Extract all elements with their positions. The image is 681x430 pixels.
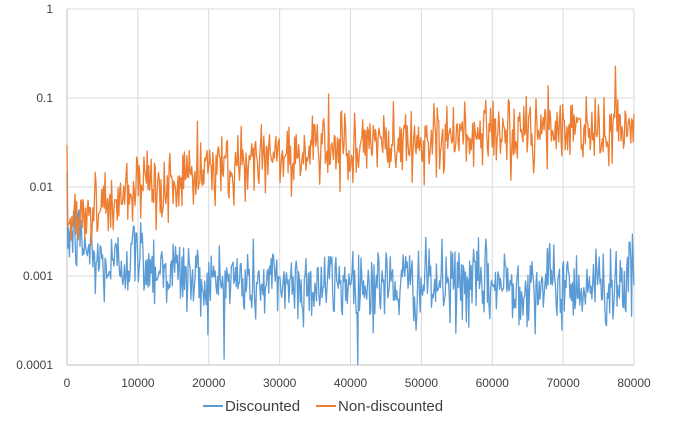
x-tick-label: 70000 [546, 376, 580, 390]
x-tick-label: 50000 [405, 376, 439, 390]
y-tick-label: 0.001 [23, 269, 53, 283]
legend: Discounted Non-discounted [203, 398, 443, 415]
x-tick-label: 10000 [121, 376, 155, 390]
y-tick-label: 0.0001 [16, 358, 53, 372]
tick-labels: 0 10000 20000 30000 40000 50000 60000 70000 8000… [16, 2, 651, 390]
y-tick-label: 0.01 [30, 180, 54, 194]
series-line-non-discounted [66, 65, 635, 246]
x-tick-label: 40000 [334, 376, 368, 390]
legend-label-non-discounted: Non-discounted [338, 398, 443, 415]
x-tick-label: 80000 [617, 376, 651, 390]
x-tick-label: 0 [64, 376, 71, 390]
y-tick-label: 1 [46, 2, 53, 16]
series-line-discounted [66, 172, 635, 366]
y-tick-label: 0.1 [36, 91, 53, 105]
x-tick-label: 20000 [192, 376, 226, 390]
legend-label-discounted: Discounted [225, 398, 300, 415]
x-tick-label: 30000 [263, 376, 297, 390]
x-tick-label: 60000 [476, 376, 510, 390]
series-lines [66, 65, 635, 366]
